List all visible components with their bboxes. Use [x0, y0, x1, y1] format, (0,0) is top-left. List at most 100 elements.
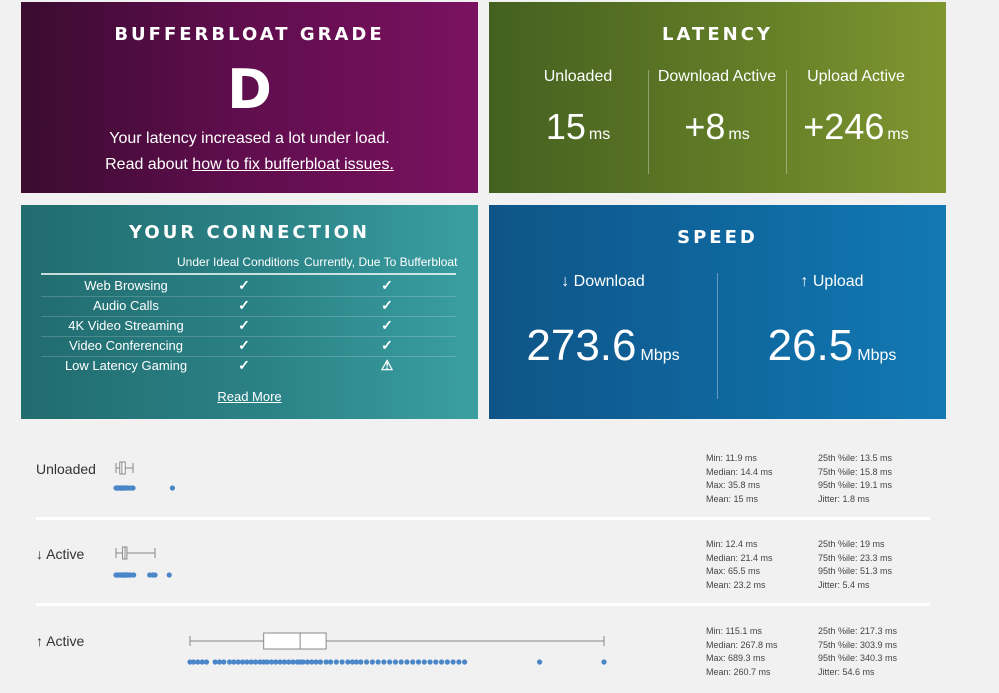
download-value: 273.6 — [526, 321, 637, 370]
download-active-stats-left: Min: 12.4 ms Median: 21.4 ms Max: 65.5 m… — [706, 538, 773, 592]
latency-upload-value: +246 — [803, 106, 885, 147]
latency-sample-point — [369, 659, 375, 665]
latency-sample-point — [216, 659, 223, 665]
latency-sample-point — [221, 659, 227, 665]
latency-download-label: Download Active — [657, 68, 777, 85]
latency-download-unit: ms — [728, 126, 750, 143]
check-icon: ✓ — [238, 277, 250, 293]
latency-sample-point — [235, 659, 241, 665]
latency-sample-point — [358, 659, 364, 665]
stat-mean: Mean: 23.2 ms — [706, 579, 766, 590]
latency-sample-point — [444, 659, 450, 665]
latency-sample-point — [421, 659, 427, 665]
latency-card: LATENCY Unloaded 15 ms Download Active +8… — [489, 2, 946, 193]
latency-sample-point — [313, 659, 319, 665]
stat-p95: 95th %ile: 340.3 ms — [818, 653, 898, 663]
check-icon: ✓ — [238, 317, 250, 333]
latency-sample-point — [333, 659, 339, 665]
latency-sample-point — [398, 659, 404, 665]
download-speed: ↓ Download 273.6 Mbps — [489, 273, 717, 371]
download-label: ↓ Download — [561, 273, 645, 290]
connection-row-4k-video-streaming: 4K Video Streaming ✓ ✓ — [41, 316, 456, 337]
grade-letter: D — [227, 58, 272, 121]
latency-sample-point — [252, 659, 259, 665]
latency-sample-point — [212, 659, 218, 665]
speed-divider — [717, 273, 718, 399]
connection-row-low-latency-gaming: Low Latency Gaming ✓ ⚠ — [41, 356, 456, 376]
latency-sample-point — [404, 659, 410, 665]
latency-sample-point — [450, 659, 456, 665]
latency-sample-point — [353, 659, 360, 665]
grade-title: BUFFERBLOAT GRADE — [114, 24, 385, 45]
latency-unloaded: Unloaded 15 ms — [509, 68, 647, 148]
latency-sample-point — [317, 659, 324, 665]
latency-sample-point — [152, 572, 158, 578]
download-active-row-label: ↓ Active — [36, 546, 85, 562]
download-active-stats-right: 25th %ile: 19 ms 75th %ile: 23.3 ms 95th… — [818, 538, 892, 592]
latency-sample-point — [239, 659, 246, 665]
stat-p75: 75th %ile: 23.3 ms — [818, 552, 893, 563]
speed-card: SPEED ↓ Download 273.6 Mbps ↑ Upload 26.5… — [489, 205, 946, 419]
connection-row-audio-calls: Audio Calls ✓ ✓ — [41, 296, 456, 317]
latency-sample-point — [195, 659, 201, 665]
latency-unloaded-unit: ms — [588, 126, 611, 143]
box-iqr — [119, 461, 126, 475]
col-header-current: Currently, Due To Bufferbloat — [304, 255, 458, 269]
latency-sample-point — [375, 659, 381, 665]
connection-row-name: 4K Video Streaming — [68, 318, 184, 333]
unloaded-stats-right: 25th %ile: 13.5 ms 75th %ile: 15.8 ms 95… — [818, 452, 892, 506]
row-divider — [36, 603, 930, 606]
stat-p95: 95th %ile: 19.1 ms — [818, 480, 893, 490]
latency-sample-point — [349, 659, 355, 665]
latency-sample-point — [281, 659, 287, 665]
check-icon: ✓ — [381, 297, 393, 313]
latency-sample-point — [387, 659, 393, 665]
read-about-text: Read about — [105, 156, 188, 173]
stat-max: Max: 35.8 ms — [706, 480, 761, 490]
stat-min: Min: 12.4 ms — [706, 539, 758, 549]
warning-icon: ⚠ — [380, 357, 394, 373]
read-more-link[interactable]: Read More — [217, 389, 282, 404]
speed-title: SPEED — [677, 227, 758, 248]
connection-row-name: Video Conferencing — [69, 338, 183, 353]
check-icon: ✓ — [381, 317, 393, 333]
your-connection-card: YOUR CONNECTION Under Ideal Conditions C… — [21, 205, 478, 419]
stat-p25: 25th %ile: 19 ms — [818, 539, 885, 549]
latency-sample-point — [415, 659, 422, 665]
check-icon: ✓ — [381, 277, 393, 293]
latency-upload-unit: ms — [887, 126, 909, 143]
latency-sample-point — [537, 659, 543, 665]
grade-fix-line: Read about how to fix bufferbloat issues… — [21, 156, 478, 174]
stat-jitter: Jitter: 5.4 ms — [818, 579, 870, 590]
latency-download-active: Download Active +8 ms — [648, 68, 786, 148]
latency-sample-point — [381, 659, 387, 665]
stat-jitter: Jitter: 54.6 ms — [818, 666, 875, 677]
connection-row-name: Web Browsing — [84, 278, 168, 293]
latency-unloaded-value: 15 — [545, 106, 586, 147]
stat-jitter: Jitter: 1.8 ms — [818, 493, 870, 504]
fix-bufferbloat-link[interactable]: how to fix bufferbloat issues. — [192, 156, 394, 173]
stat-p95: 95th %ile: 51.3 ms — [818, 566, 893, 576]
upload-label: ↑ Upload — [800, 273, 864, 290]
unloaded-stats-left: Min: 11.9 ms Median: 14.4 ms Max: 35.8 m… — [706, 452, 773, 506]
latency-sample-point — [273, 659, 279, 665]
latency-sample-point — [433, 659, 439, 665]
upload-active-stats-right: 25th %ile: 217.3 ms 75th %ile: 303.9 ms … — [818, 625, 897, 679]
connection-header-rule — [41, 273, 456, 275]
latency-sample-point — [427, 659, 433, 665]
connection-row-video-conferencing: Video Conferencing ✓ ✓ — [41, 336, 456, 357]
check-icon: ✓ — [238, 337, 250, 353]
upload-active-stats-left: Min: 115.1 ms Median: 267.8 ms Max: 689.… — [706, 625, 778, 679]
latency-sample-point — [456, 659, 462, 665]
latency-sample-point — [304, 659, 311, 665]
bufferbloat-grade-card: BUFFERBLOAT GRADE D Your latency increas… — [21, 2, 478, 193]
latency-upload-label: Upload Active — [807, 68, 905, 85]
stat-max: Max: 689.3 ms — [706, 653, 766, 663]
latency-sample-point — [290, 659, 296, 665]
check-icon: ✓ — [238, 297, 250, 313]
latency-sample-point — [323, 659, 329, 665]
latency-sample-point — [309, 659, 315, 665]
latency-sample-point — [226, 659, 233, 665]
latency-unloaded-label: Unloaded — [543, 68, 613, 85]
